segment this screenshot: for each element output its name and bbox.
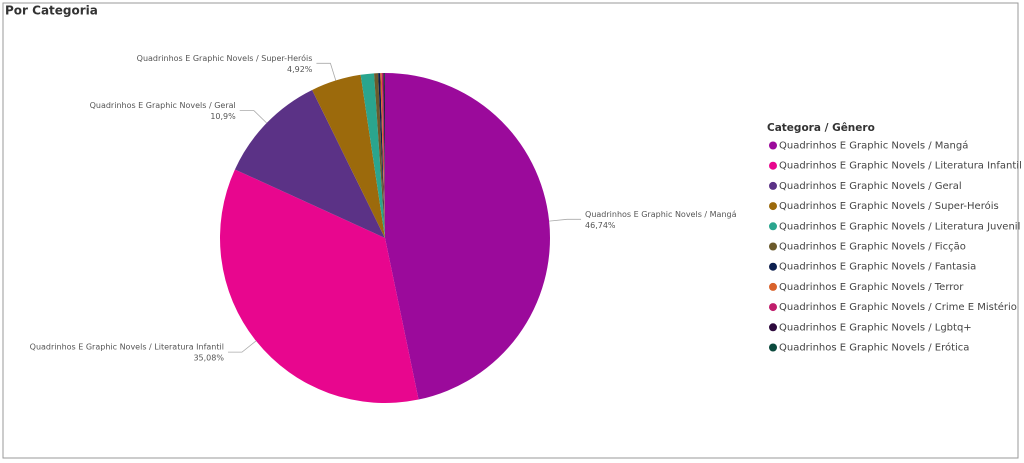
- legend-marker: [769, 161, 777, 170]
- pie-slice: [219, 169, 419, 403]
- pie-slice: [384, 73, 385, 238]
- legend-marker: [769, 222, 777, 231]
- pie-slice: [385, 73, 550, 400]
- pie-slice: [234, 89, 385, 238]
- legend-marker: [769, 323, 777, 332]
- pie-slice: [380, 73, 385, 238]
- legend-label: Quadrinhos E Graphic Novels / Literatura…: [779, 221, 1020, 232]
- legend-marker: [769, 141, 777, 150]
- legend-label: Quadrinhos E Graphic Novels / Literatura…: [779, 161, 1022, 172]
- legend-marker: [769, 262, 777, 271]
- legend-label: Quadrinhos E Graphic Novels / Ficção: [779, 242, 966, 253]
- pie-slice: [360, 73, 385, 238]
- legend-label: Quadrinhos E Graphic Novels / Mangá: [779, 140, 968, 152]
- leader-line: [316, 62, 337, 81]
- data-label: 46,74%: [585, 221, 616, 230]
- pie-slice: [312, 74, 385, 239]
- pie-slice: [374, 73, 385, 239]
- legend-marker: [769, 343, 777, 352]
- legend-label: Quadrinhos E Graphic Novels / Terror: [779, 282, 964, 293]
- legend-label: Quadrinhos E Graphic Novels / Lgbtq+: [779, 322, 972, 333]
- legend-marker: [769, 181, 777, 190]
- legend-label: Quadrinhos E Graphic Novels / Fantasia: [779, 262, 976, 273]
- legend-marker: [769, 303, 777, 312]
- pie-slice: [383, 73, 385, 238]
- legend-marker: [769, 282, 777, 291]
- legend-label: Quadrinhos E Graphic Novels / Crime E Mi…: [779, 301, 1017, 313]
- data-label-category: Quadrinhos E Graphic Novels / Literatura…: [30, 343, 224, 352]
- pie-slice: [378, 73, 385, 239]
- legend-label: Quadrinhos E Graphic Novels / Erótica: [779, 342, 969, 354]
- legend-marker: [769, 242, 777, 251]
- pie-slice: [381, 73, 385, 239]
- leader-line: [227, 340, 257, 353]
- data-label-category: Quadrinhos E Graphic Novels / Geral: [90, 101, 236, 110]
- leader-line: [239, 110, 267, 124]
- legend-title: Categora / Gênero: [767, 122, 875, 134]
- legend-label: Quadrinhos E Graphic Novels / Super-Heró…: [779, 200, 999, 212]
- legend-label: Quadrinhos E Graphic Novels / Geral: [779, 181, 962, 192]
- leader-line: [549, 218, 582, 222]
- data-label-category: Quadrinhos E Graphic Novels / Mangá: [585, 210, 737, 219]
- data-label: 10,9%: [210, 112, 236, 121]
- legend-marker: [769, 202, 777, 211]
- data-label: 4,92%: [287, 65, 313, 74]
- chart-title: Por Categoria: [5, 4, 98, 18]
- data-label: 35,08%: [193, 354, 224, 363]
- data-label-category: Quadrinhos E Graphic Novels / Super-Heró…: [137, 53, 313, 63]
